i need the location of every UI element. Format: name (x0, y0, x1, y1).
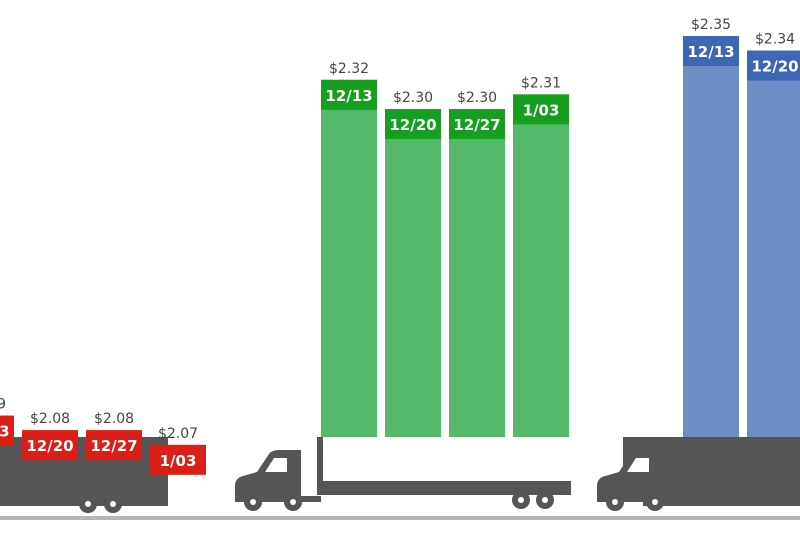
trailer-chassis (643, 499, 800, 506)
flatbed-post (317, 437, 323, 487)
bar-value-label: $2.34 (755, 32, 795, 48)
bar-value-label: $2.08 (30, 411, 70, 427)
bar-value-label: $2.31 (521, 75, 561, 91)
bar-date-cap (449, 109, 505, 139)
bar-date-cap (683, 36, 739, 66)
cab-window (265, 458, 287, 472)
flatbed-deck (317, 481, 571, 495)
bar-value-label: $2.09 (0, 397, 6, 413)
wheel-hub (612, 499, 618, 505)
wheel-hub (518, 497, 524, 503)
bar-value-label: $2.30 (457, 90, 497, 106)
bar (683, 36, 739, 437)
wheel-hub (85, 501, 91, 507)
bar-date-cap (86, 430, 142, 461)
tractor-trailer-icon (235, 437, 571, 511)
bar-date-label: 12/20 (751, 58, 798, 76)
truck-cab (597, 450, 683, 502)
wheel-hub (542, 497, 548, 503)
bar-date-cap (321, 79, 377, 110)
bar (385, 109, 441, 437)
wheel-hub (250, 499, 256, 505)
tractor-trailer-icon (597, 437, 800, 511)
bar-date-label: 12/20 (26, 437, 73, 455)
road-line (0, 516, 800, 520)
bar-date-cap (385, 109, 441, 139)
bar-date-cap (150, 444, 206, 475)
truck-cab (235, 450, 321, 502)
bar-date-label: 12/13 (325, 87, 372, 105)
wheel-hub (652, 499, 658, 505)
bar-value-label: $2.08 (94, 411, 134, 427)
wheel-hub (110, 501, 116, 507)
bar (449, 109, 505, 437)
cab-window (627, 458, 649, 472)
bar (513, 94, 569, 438)
bar-date-label: 12/20 (389, 116, 436, 134)
bar-value-label: $2.35 (691, 17, 731, 33)
bar-value-label: $2.32 (329, 61, 369, 77)
bar-date-label: 12/27 (453, 116, 500, 134)
bar (747, 50, 800, 437)
bar-date-cap (22, 430, 78, 461)
bar-value-label: $2.30 (393, 90, 433, 106)
bar (321, 79, 377, 438)
bar-date-label: 12/13 (687, 43, 734, 61)
bar-date-cap (513, 94, 569, 125)
bar-date-label: 1/03 (160, 452, 197, 470)
bar-date-cap (0, 415, 14, 446)
bar-date-label: 12/27 (90, 437, 137, 455)
bar-date-cap (747, 50, 800, 81)
wheel-hub (290, 499, 296, 505)
bar-date-label: 1/03 (523, 101, 560, 119)
bar-value-label: $2.07 (158, 426, 198, 442)
bar-date-label: 12/13 (0, 423, 10, 441)
